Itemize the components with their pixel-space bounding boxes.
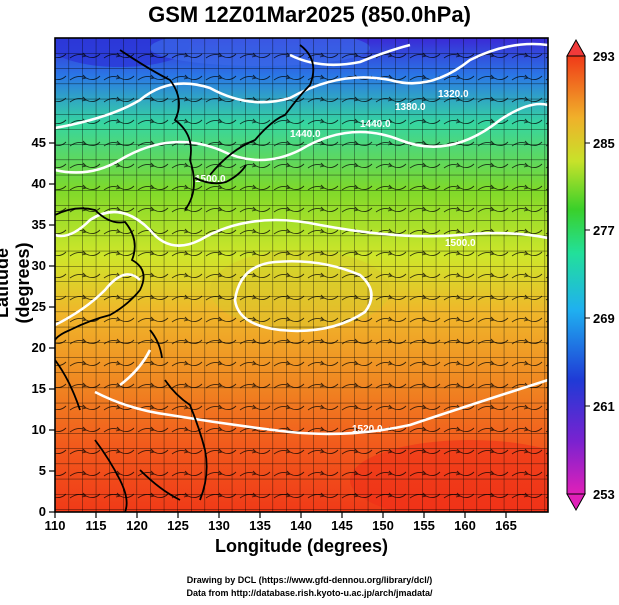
x-tick-label: 135 bbox=[249, 518, 271, 533]
x-tick-label: 115 bbox=[86, 518, 107, 533]
y-tick-label: 10 bbox=[32, 422, 46, 437]
y-tick-label: 25 bbox=[32, 299, 46, 314]
contour-labels: 1320.0 1380.0 1440.0 1440.0 1500.0 1500.… bbox=[195, 89, 476, 435]
x-tick-label: 165 bbox=[495, 518, 517, 533]
colorbar-scale bbox=[566, 55, 586, 495]
colorbar-tick-label: 253 bbox=[593, 487, 615, 502]
contour-label: 1500.0 bbox=[195, 174, 226, 185]
map-title: GSM 12Z01Mar2025 (850.0hPa) bbox=[148, 2, 471, 27]
x-tick-label: 130 bbox=[208, 518, 230, 533]
x-tick-label: 150 bbox=[372, 518, 394, 533]
y-tick-label: 0 bbox=[39, 504, 46, 519]
x-tick-label: 120 bbox=[126, 518, 148, 533]
contour-label: 1440.0 bbox=[290, 129, 321, 140]
x-tick-label: 140 bbox=[290, 518, 312, 533]
colorbar-tick-label: 269 bbox=[593, 311, 615, 326]
contour-label: 1320.0 bbox=[438, 89, 469, 100]
contour-label: 1520.0 bbox=[352, 424, 383, 435]
contour-label: 1440.0 bbox=[360, 119, 391, 130]
colorbar-tick-label: 293 bbox=[593, 49, 615, 64]
x-tick-label: 110 bbox=[45, 518, 66, 533]
x-tick-label: 145 bbox=[331, 518, 353, 533]
colorbar-min-arrow bbox=[566, 493, 586, 512]
colorbar: 293 285 277 269 261 253 bbox=[566, 38, 615, 512]
x-tick-label: 160 bbox=[454, 518, 476, 533]
y-tick-label: 20 bbox=[32, 340, 46, 355]
x-tick-label: 155 bbox=[413, 518, 435, 533]
contour-label: 1380.0 bbox=[395, 102, 426, 113]
y-tick-label: 45 bbox=[32, 135, 46, 150]
temperature-field bbox=[55, 38, 548, 512]
colorbar-tick-label: 277 bbox=[593, 223, 615, 238]
height-contours bbox=[55, 42, 548, 436]
credit-data-source: Data from http://database.rish.kyoto-u.a… bbox=[186, 588, 433, 598]
y-tick-labels: 0 5 10 15 20 25 30 35 40 45 bbox=[32, 135, 46, 519]
credit-dcl: Drawing by DCL (https://www.gfd-dennou.o… bbox=[186, 575, 433, 585]
colorbar-tick-label: 261 bbox=[593, 399, 615, 414]
contour-label: 1500.0 bbox=[445, 238, 476, 249]
x-tick-label: 125 bbox=[167, 518, 189, 533]
colorbar-max-arrow bbox=[566, 38, 586, 57]
y-tick-label: 5 bbox=[39, 463, 46, 478]
coastlines bbox=[55, 44, 315, 512]
x-axis-label: Longitude (degrees) bbox=[214, 536, 388, 556]
x-tick-labels: 110 115 120 125 130 135 140 145 150 155 … bbox=[45, 518, 517, 533]
colorbar-tick-label: 285 bbox=[593, 136, 615, 151]
y-tick-label: 30 bbox=[32, 258, 46, 273]
y-tick-label: 40 bbox=[32, 176, 46, 191]
y-tick-label: 35 bbox=[32, 217, 46, 232]
tick-marks bbox=[49, 142, 507, 518]
y-tick-label: 15 bbox=[32, 381, 46, 396]
